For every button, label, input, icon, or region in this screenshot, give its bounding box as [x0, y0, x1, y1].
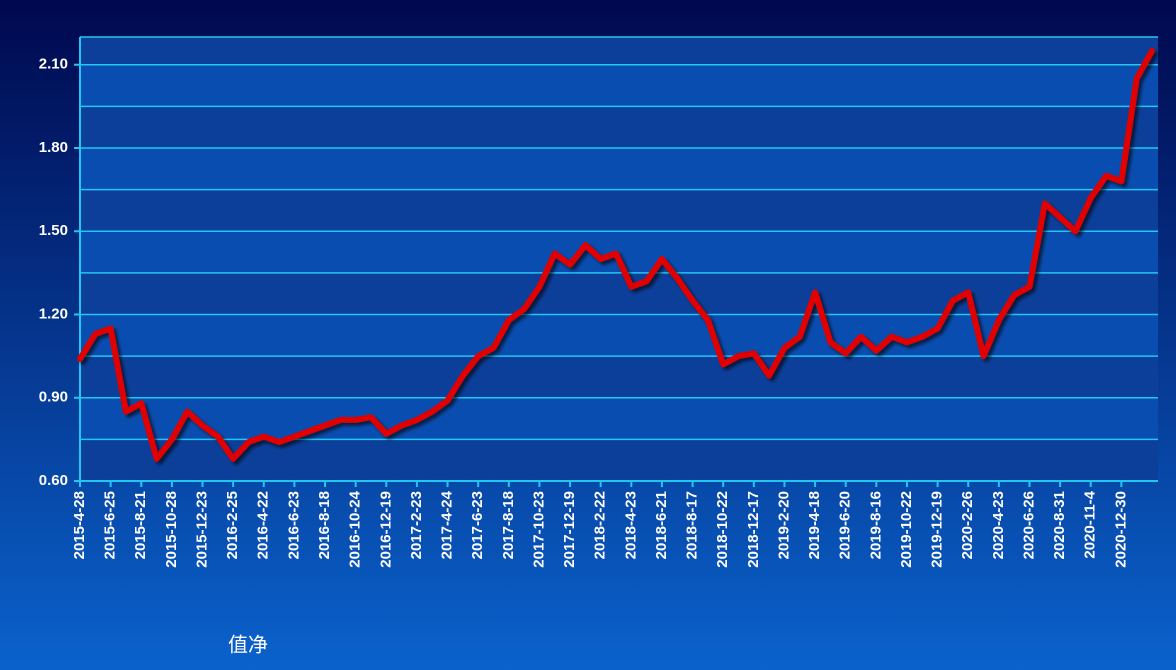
- x-tick-label: 2016-6-23: [285, 491, 302, 559]
- plot-band: [80, 106, 1158, 148]
- x-tick-label: 2018-2-22: [592, 491, 609, 559]
- x-tick-label: 2020-6-26: [1020, 491, 1037, 559]
- y-tick-label: 1.20: [39, 305, 68, 322]
- x-tick-label: 2015-10-28: [163, 491, 180, 568]
- y-tick-label: 1.80: [39, 139, 68, 156]
- y-tick-label: 2.10: [39, 56, 68, 73]
- y-tick-label: 0.60: [39, 472, 68, 489]
- x-tick-label: 2017-4-24: [439, 490, 456, 559]
- series-line: [77, 47, 1155, 462]
- x-tick-label: 2020-12-30: [1112, 491, 1129, 568]
- x-tick-label: 2016-12-19: [377, 491, 394, 568]
- x-tick-label: 2019-4-18: [806, 491, 823, 559]
- x-tick-label: 2017-12-19: [561, 491, 578, 568]
- x-tick-label: 2018-4-23: [622, 491, 639, 559]
- y-tick-label: 1.50: [39, 222, 68, 239]
- x-tick-label: 2019-8-16: [867, 491, 884, 559]
- x-tick-label: 2015-12-23: [193, 491, 210, 568]
- x-tick-label: 2019-10-22: [898, 491, 915, 568]
- plot-band: [80, 148, 1158, 190]
- x-tick-label: 2017-6-23: [469, 491, 486, 559]
- plot-band: [80, 272, 1158, 315]
- x-tick-label: 2015-8-21: [132, 491, 149, 559]
- x-tick-label: 2020-11-4: [1082, 490, 1099, 558]
- x-tick-label: 2016-10-24: [347, 490, 364, 567]
- x-tick-label: 2020-8-31: [1051, 491, 1068, 559]
- plot-band: [80, 37, 1158, 65]
- x-tick-label: 2016-4-22: [255, 491, 272, 559]
- plot-band: [80, 397, 1158, 440]
- x-tick-label: 2020-2-26: [959, 491, 976, 559]
- plot-band: [80, 439, 1158, 481]
- x-tick-label: 2019-6-20: [837, 491, 854, 559]
- x-tick-label: 2017-10-23: [530, 491, 547, 568]
- x-tick-label: 2016-2-25: [224, 491, 241, 559]
- x-tick-label: 2018-12-17: [745, 491, 762, 568]
- x-tick-label: 2015-6-25: [102, 491, 119, 559]
- y-tick-label: 0.90: [39, 389, 68, 406]
- x-tick-label: 2018-8-17: [684, 491, 701, 559]
- legend-label: 值净: [228, 633, 268, 656]
- plot-band: [80, 189, 1158, 232]
- x-tick-label: 2016-8-18: [316, 491, 333, 559]
- x-tick-label: 2020-4-23: [990, 491, 1007, 559]
- plot-band: [80, 356, 1158, 398]
- x-tick-label: 2018-6-21: [653, 491, 670, 559]
- x-tick-label: 2019-12-19: [929, 491, 946, 568]
- x-tick-label: 2018-10-22: [714, 491, 731, 568]
- x-tick-label: 2017-8-18: [500, 491, 517, 559]
- plot-band: [80, 64, 1158, 107]
- x-tick-label: 2017-2-23: [408, 491, 425, 559]
- x-tick-label: 2015-4-28: [71, 491, 88, 559]
- x-tick-label: 2019-2-20: [775, 491, 792, 559]
